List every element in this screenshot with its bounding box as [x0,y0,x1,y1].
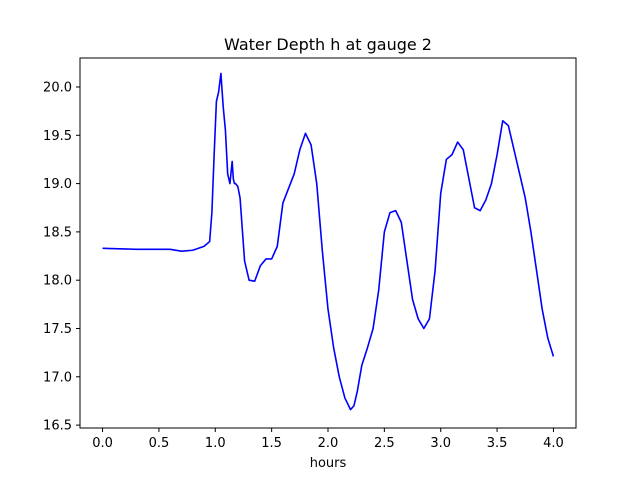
y-tick-label: 19.5 [43,129,72,144]
plot-area [80,58,576,428]
y-tick-label: 17.5 [43,322,72,337]
series-layer [102,72,555,411]
x-axis-label: hours [310,456,347,471]
x-tick-label: 1.0 [205,436,226,451]
series-line-water-depth [102,72,555,411]
x-tick-label: 3.5 [487,436,508,451]
chart-title: Water Depth h at gauge 2 [224,35,432,54]
y-tick-label: 18.5 [43,225,72,240]
x-tick-label: 2.0 [318,436,339,451]
x-tick-label: 4.0 [543,436,564,451]
x-tick-label: 3.0 [430,436,451,451]
y-axis: 16.5 17.0 17.5 18.0 18.5 19.0 19.5 20.0 [43,80,80,434]
x-tick-label: 1.5 [261,436,282,451]
y-tick-label: 20.0 [43,80,72,95]
y-tick-label: 17.0 [43,370,72,385]
x-tick-label: 2.5 [374,436,395,451]
y-tick-label: 18.0 [43,274,72,289]
y-tick-label: 19.0 [43,177,72,192]
x-tick-label: 0.0 [92,436,113,451]
y-tick-label: 16.5 [43,419,72,434]
x-tick-label: 0.5 [149,436,170,451]
x-axis: 0.0 0.5 1.0 1.5 2.0 2.5 3.0 3.5 4.0 [92,428,564,451]
